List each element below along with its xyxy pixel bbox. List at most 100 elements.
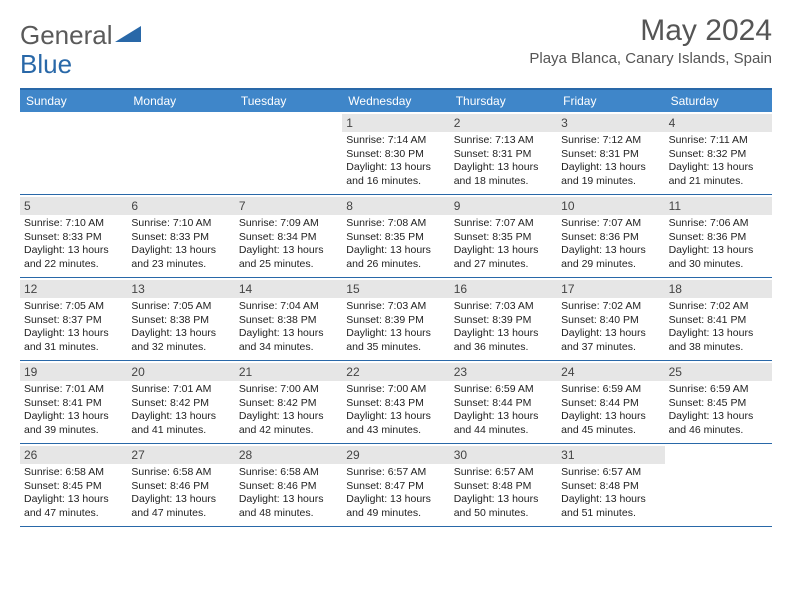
day-details: Sunrise: 7:03 AMSunset: 8:39 PMDaylight:… (454, 300, 553, 355)
day-details: Sunrise: 7:09 AMSunset: 8:34 PMDaylight:… (239, 217, 338, 272)
day-details: Sunrise: 6:58 AMSunset: 8:46 PMDaylight:… (239, 466, 338, 521)
day-number: 12 (20, 280, 127, 298)
day-number: 7 (235, 197, 342, 215)
day-details: Sunrise: 7:05 AMSunset: 8:38 PMDaylight:… (131, 300, 230, 355)
day-cell: 9 Sunrise: 7:07 AMSunset: 8:35 PMDaylight… (450, 195, 557, 277)
day-details: Sunrise: 7:07 AMSunset: 8:36 PMDaylight:… (561, 217, 660, 272)
day-number: 8 (342, 197, 449, 215)
day-number: 16 (450, 280, 557, 298)
weekday-mon: Monday (127, 90, 234, 112)
day-cell (665, 444, 772, 526)
day-cell: 17 Sunrise: 7:02 AMSunset: 8:40 PMDayligh… (557, 278, 664, 360)
day-cell (127, 112, 234, 194)
day-cell: 20 Sunrise: 7:01 AMSunset: 8:42 PMDayligh… (127, 361, 234, 443)
day-cell: 4Sunrise: 7:11 AMSunset: 8:32 PMDaylight… (665, 112, 772, 194)
day-cell: 23 Sunrise: 6:59 AMSunset: 8:44 PMDayligh… (450, 361, 557, 443)
day-number: 23 (450, 363, 557, 381)
week-row: 5Sunrise: 7:10 AMSunset: 8:33 PMDaylight… (20, 195, 772, 278)
day-details: Sunrise: 7:14 AMSunset: 8:30 PMDaylight:… (346, 134, 445, 189)
day-number: 11 (665, 197, 772, 215)
day-number: 2 (450, 114, 557, 132)
weekday-sun: Sunday (20, 90, 127, 112)
day-number: 6 (127, 197, 234, 215)
day-number: 30 (450, 446, 557, 464)
day-number: 15 (342, 280, 449, 298)
day-details: Sunrise: 7:07 AMSunset: 8:35 PMDaylight:… (454, 217, 553, 272)
day-cell: 7 Sunrise: 7:09 AMSunset: 8:34 PMDaylight… (235, 195, 342, 277)
day-details: Sunrise: 6:59 AMSunset: 8:44 PMDaylight:… (454, 383, 553, 438)
day-cell: 13 Sunrise: 7:05 AMSunset: 8:38 PMDayligh… (127, 278, 234, 360)
logo: General (20, 20, 141, 51)
day-cell: 6 Sunrise: 7:10 AMSunset: 8:33 PMDaylight… (127, 195, 234, 277)
day-number: 24 (557, 363, 664, 381)
day-number: 13 (127, 280, 234, 298)
day-number: 19 (20, 363, 127, 381)
day-details: Sunrise: 7:02 AMSunset: 8:41 PMDaylight:… (669, 300, 768, 355)
day-details: Sunrise: 6:58 AMSunset: 8:45 PMDaylight:… (24, 466, 123, 521)
day-cell: 30 Sunrise: 6:57 AMSunset: 8:48 PMDayligh… (450, 444, 557, 526)
day-details: Sunrise: 6:58 AMSunset: 8:46 PMDaylight:… (131, 466, 230, 521)
day-details: Sunrise: 7:10 AMSunset: 8:33 PMDaylight:… (24, 217, 123, 272)
day-number: 4 (665, 114, 772, 132)
day-cell: 26 Sunrise: 6:58 AMSunset: 8:45 PMDayligh… (20, 444, 127, 526)
day-number: 20 (127, 363, 234, 381)
weekday-wed: Wednesday (342, 90, 449, 112)
logo-word1: General (20, 20, 113, 51)
day-details: Sunrise: 7:06 AMSunset: 8:36 PMDaylight:… (669, 217, 768, 272)
day-cell: 2 Sunrise: 7:13 AMSunset: 8:31 PMDaylight… (450, 112, 557, 194)
day-cell (20, 112, 127, 194)
day-number: 22 (342, 363, 449, 381)
calendar: Sunday Monday Tuesday Wednesday Thursday… (20, 88, 772, 527)
day-cell: 21Sunrise: 7:00 AMSunset: 8:42 PMDayligh… (235, 361, 342, 443)
day-details: Sunrise: 6:57 AMSunset: 8:48 PMDaylight:… (454, 466, 553, 521)
weekday-header-row: Sunday Monday Tuesday Wednesday Thursday… (20, 90, 772, 112)
day-cell: 10Sunrise: 7:07 AMSunset: 8:36 PMDayligh… (557, 195, 664, 277)
day-number: 28 (235, 446, 342, 464)
day-cell: 5 Sunrise: 7:10 AMSunset: 8:33 PMDaylight… (20, 195, 127, 277)
day-cell: 14 Sunrise: 7:04 AMSunset: 8:38 PMDayligh… (235, 278, 342, 360)
day-number: 27 (127, 446, 234, 464)
weekday-tue: Tuesday (235, 90, 342, 112)
week-row: 1 Sunrise: 7:14 AMSunset: 8:30 PMDaylight… (20, 112, 772, 195)
day-details: Sunrise: 7:10 AMSunset: 8:33 PMDaylight:… (131, 217, 230, 272)
logo-triangle-icon (115, 20, 141, 51)
weeks-container: 1 Sunrise: 7:14 AMSunset: 8:30 PMDaylight… (20, 112, 772, 527)
day-cell (235, 112, 342, 194)
day-details: Sunrise: 7:04 AMSunset: 8:38 PMDaylight:… (239, 300, 338, 355)
weekday-sat: Saturday (665, 90, 772, 112)
day-number: 9 (450, 197, 557, 215)
day-cell: 16 Sunrise: 7:03 AMSunset: 8:39 PMDayligh… (450, 278, 557, 360)
day-cell: 27 Sunrise: 6:58 AMSunset: 8:46 PMDayligh… (127, 444, 234, 526)
day-cell: 12Sunrise: 7:05 AMSunset: 8:37 PMDayligh… (20, 278, 127, 360)
day-cell: 31Sunrise: 6:57 AMSunset: 8:48 PMDayligh… (557, 444, 664, 526)
day-cell: 19 Sunrise: 7:01 AMSunset: 8:41 PMDayligh… (20, 361, 127, 443)
day-details: Sunrise: 7:01 AMSunset: 8:41 PMDaylight:… (24, 383, 123, 438)
day-cell: 22 Sunrise: 7:00 AMSunset: 8:43 PMDayligh… (342, 361, 449, 443)
day-number: 25 (665, 363, 772, 381)
day-cell: 18 Sunrise: 7:02 AMSunset: 8:41 PMDayligh… (665, 278, 772, 360)
day-number: 1 (342, 114, 449, 132)
day-cell: 24Sunrise: 6:59 AMSunset: 8:44 PMDayligh… (557, 361, 664, 443)
day-details: Sunrise: 7:02 AMSunset: 8:40 PMDaylight:… (561, 300, 660, 355)
location-text: Playa Blanca, Canary Islands, Spain (529, 50, 772, 67)
day-details: Sunrise: 7:13 AMSunset: 8:31 PMDaylight:… (454, 134, 553, 189)
day-cell: 1 Sunrise: 7:14 AMSunset: 8:30 PMDaylight… (342, 112, 449, 194)
day-number: 29 (342, 446, 449, 464)
day-cell: 11 Sunrise: 7:06 AMSunset: 8:36 PMDayligh… (665, 195, 772, 277)
day-details: Sunrise: 7:00 AMSunset: 8:43 PMDaylight:… (346, 383, 445, 438)
day-number: 3 (557, 114, 664, 132)
day-number: 17 (557, 280, 664, 298)
day-number: 5 (20, 197, 127, 215)
day-details: Sunrise: 7:01 AMSunset: 8:42 PMDaylight:… (131, 383, 230, 438)
day-details: Sunrise: 6:57 AMSunset: 8:48 PMDaylight:… (561, 466, 660, 521)
day-cell: 8 Sunrise: 7:08 AMSunset: 8:35 PMDaylight… (342, 195, 449, 277)
week-row: 12Sunrise: 7:05 AMSunset: 8:37 PMDayligh… (20, 278, 772, 361)
day-cell: 15Sunrise: 7:03 AMSunset: 8:39 PMDayligh… (342, 278, 449, 360)
day-details: Sunrise: 7:08 AMSunset: 8:35 PMDaylight:… (346, 217, 445, 272)
weekday-fri: Friday (557, 90, 664, 112)
day-number: 21 (235, 363, 342, 381)
month-title: May 2024 (529, 14, 772, 48)
day-number: 14 (235, 280, 342, 298)
day-number: 18 (665, 280, 772, 298)
day-number: 26 (20, 446, 127, 464)
